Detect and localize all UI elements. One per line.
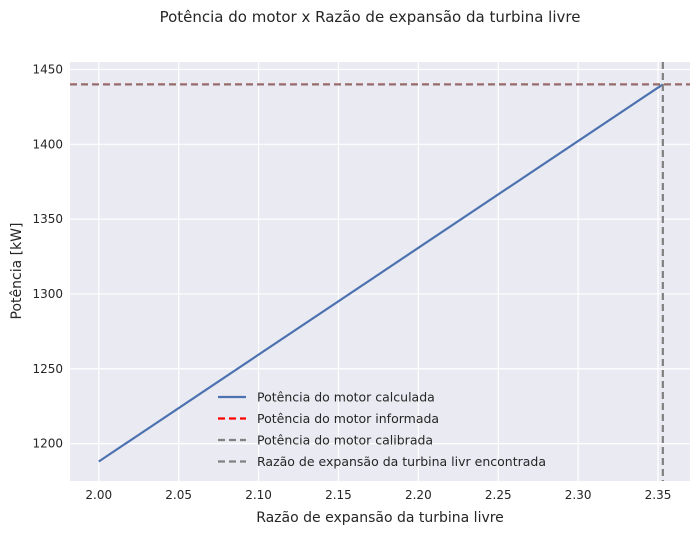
y-axis-label: Potência [kW]	[9, 223, 25, 320]
grid	[70, 62, 690, 481]
y-tick-label: 1450	[32, 62, 63, 76]
x-tick-label: 2.05	[165, 488, 192, 502]
x-tick-label: 2.30	[565, 488, 592, 502]
y-tick-label: 1200	[32, 437, 63, 451]
legend-entry: Potência do motor informada	[257, 411, 439, 426]
x-axis-label: Razão de expansão da turbina livre	[256, 510, 504, 526]
x-tick-labels: 2.00 2.05 2.10 2.15 2.20 2.25 2.30 2.35	[85, 488, 671, 502]
series-line-1	[98, 83, 664, 463]
x-tick-label: 2.20	[405, 488, 432, 502]
x-tick-label: 2.10	[245, 488, 272, 502]
x-tick-label: 2.35	[645, 488, 672, 502]
series-layer	[70, 62, 690, 481]
chart-title: Potência do motor x Razão de expansão da…	[160, 8, 581, 26]
y-tick-label: 1400	[32, 137, 63, 151]
y-tick-labels: 1200 1250 1300 1350 1400 1450	[32, 62, 63, 450]
y-tick-label: 1250	[32, 362, 63, 376]
legend-entry: Potência do motor calculada	[257, 390, 435, 405]
y-tick-label: 1350	[32, 212, 63, 226]
x-tick-label: 2.25	[485, 488, 512, 502]
legend-entry: Potência do motor calibrada	[257, 433, 433, 448]
legend: Potência do motor calculada Potência do m…	[218, 390, 546, 469]
y-tick-label: 1300	[32, 287, 63, 301]
legend-entry: Razão de expansão da turbina livr encont…	[257, 454, 546, 469]
x-tick-label: 2.15	[325, 488, 352, 502]
x-tick-label: 2.00	[85, 488, 112, 502]
